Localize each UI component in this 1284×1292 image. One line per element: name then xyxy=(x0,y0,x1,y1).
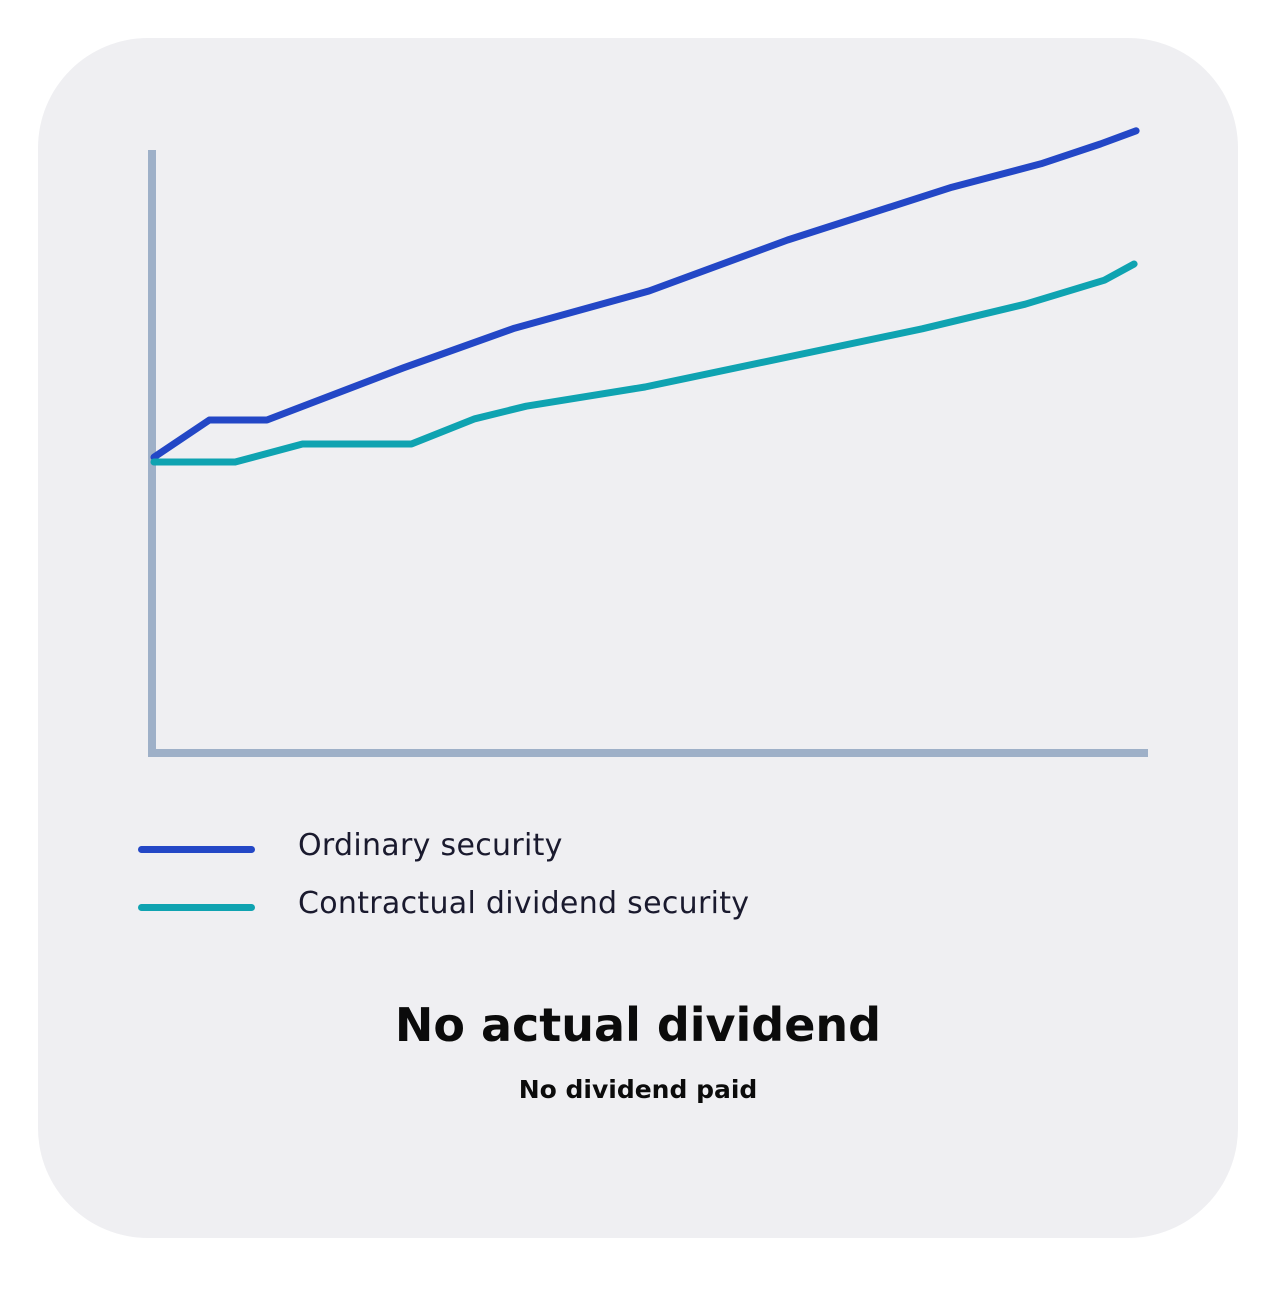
chart-subtitle: No dividend paid xyxy=(518,1075,758,1104)
series-line-ordinary xyxy=(150,127,1140,461)
legend-swatch-contractual xyxy=(138,904,255,911)
legend-swatch-ordinary xyxy=(138,846,255,853)
chart-title: No actual dividend xyxy=(394,998,882,1052)
chart-card: Ordinary security Contractual dividend s… xyxy=(38,38,1238,1238)
legend-label-contractual: Contractual dividend security xyxy=(298,886,750,921)
legend-item-ordinary: Ordinary security xyxy=(138,826,838,884)
legend: Ordinary security Contractual dividend s… xyxy=(138,826,838,942)
legend-label-ordinary: Ordinary security xyxy=(298,828,563,863)
series-layer xyxy=(150,127,1140,466)
line-chart xyxy=(148,127,1148,757)
axes xyxy=(148,150,1148,757)
series-line-contractual xyxy=(150,260,1138,466)
legend-item-contractual: Contractual dividend security xyxy=(138,884,838,942)
